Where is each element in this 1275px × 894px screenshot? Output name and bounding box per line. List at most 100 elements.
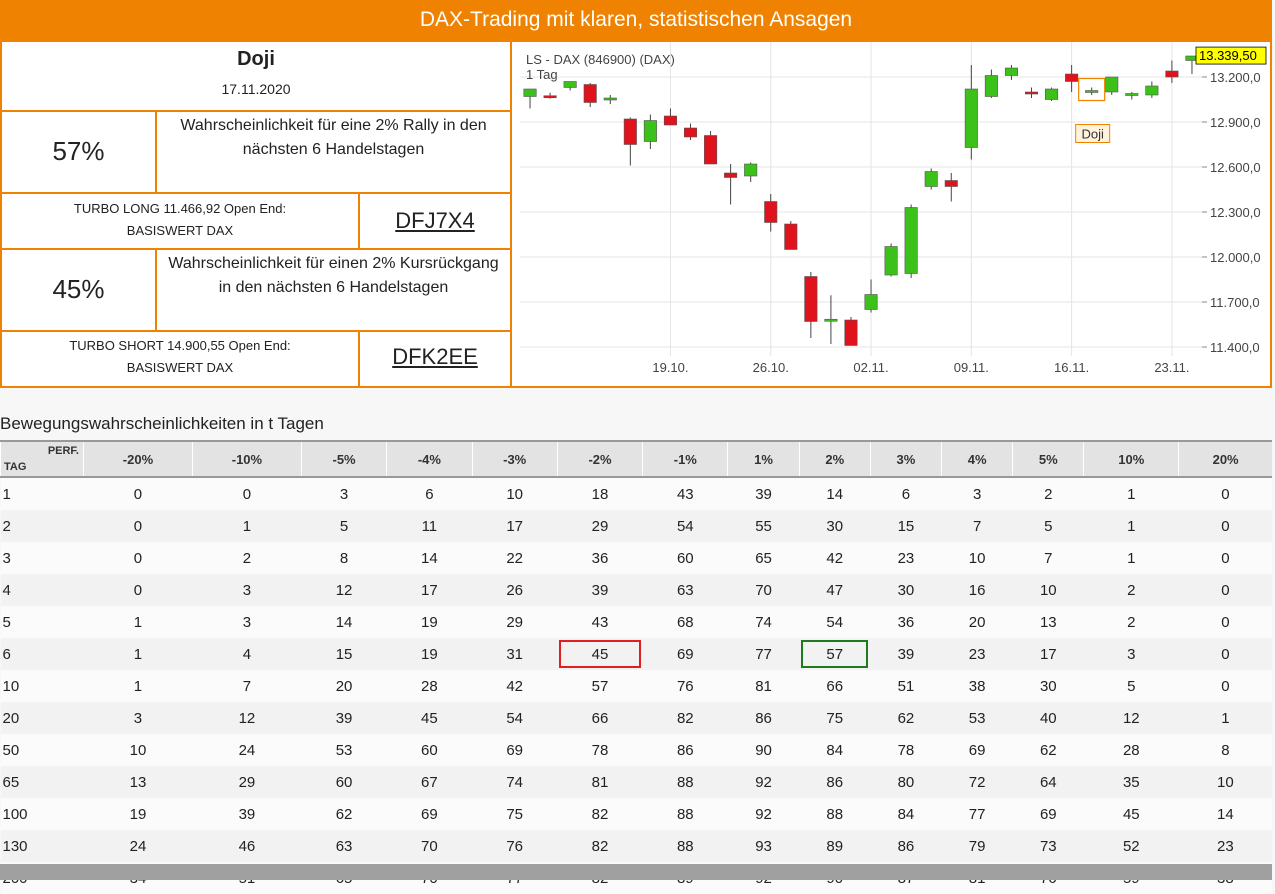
table-cell: 75 <box>826 709 844 727</box>
table-cell: 45 <box>421 709 438 727</box>
table-cell: 1 <box>1221 709 1230 727</box>
table-cell: 6 <box>425 485 434 503</box>
table-cell: 84 <box>897 805 915 823</box>
table-cell: 3 <box>339 485 349 503</box>
table-cell: 54 <box>506 709 524 727</box>
table-cell: 88 <box>676 773 694 791</box>
row-tag: 10 <box>2 677 20 695</box>
table-cell: 14 <box>335 613 353 631</box>
horizontal-scrollbar[interactable] <box>0 864 1272 880</box>
table-cell: 88 <box>676 805 694 823</box>
column-header: -5% <box>300 440 387 478</box>
last-price-tag <box>1195 46 1267 65</box>
table-cell: 2 <box>1127 613 1136 631</box>
table-cell: 57 <box>591 677 609 695</box>
table-row: 4 0 3 12 17 26 39 63 70 47 30 16 10 2 0 <box>0 574 1272 606</box>
y-tick-label: 13.200,0 <box>1210 70 1261 85</box>
turbo-short-code-link[interactable]: DFK2EE <box>392 344 478 369</box>
table-cell: 13 <box>1039 613 1057 631</box>
table-cell: 65 <box>755 549 772 567</box>
table-cell: 67 <box>421 773 438 791</box>
table-row: 10 1 7 20 28 42 57 76 81 66 51 38 30 5 0 <box>0 670 1272 702</box>
table-cell: 81 <box>755 677 772 695</box>
candle-body <box>1145 85 1159 96</box>
candle-body <box>663 115 677 126</box>
table-cell: 1 <box>1127 549 1136 567</box>
table-row: 20 3 12 39 45 54 66 82 86 75 62 53 40 12 1 <box>0 702 1272 734</box>
table-cell: 0 <box>242 485 252 503</box>
table-cell: 42 <box>826 549 844 567</box>
y-tick-label: 11.400,0 <box>1210 340 1260 355</box>
candle-body <box>964 88 978 148</box>
table-cell: 10 <box>1039 581 1057 599</box>
candle-body <box>764 201 778 223</box>
candle-body <box>603 97 617 101</box>
doji-label: Doji <box>1081 127 1104 142</box>
table-cell: 29 <box>238 773 256 791</box>
y-tick-label: 12.300,0 <box>1210 205 1261 220</box>
candle-body <box>1024 91 1039 95</box>
table-cell: 8 <box>339 549 349 567</box>
table-row: 100 19 39 62 69 75 82 88 92 88 84 77 69 45 14 <box>0 798 1272 830</box>
candle-body <box>904 207 918 274</box>
table-cell: 7 <box>242 677 252 695</box>
table-cell: 43 <box>591 613 609 631</box>
table-cell: 90 <box>755 741 772 759</box>
candle-body <box>704 135 718 165</box>
table-cell: 12 <box>1122 709 1140 727</box>
table-cell: 53 <box>968 709 986 727</box>
table-row: 65 13 29 60 67 74 81 88 92 86 80 72 64 35 10 <box>0 766 1272 798</box>
table-cell: 57 <box>799 638 870 670</box>
decline-text-line2: in den nächsten 6 Handelstagen <box>218 279 449 296</box>
candle-body <box>1004 67 1018 76</box>
doji-label-box <box>1075 124 1111 143</box>
row-tag: 65 <box>2 773 20 791</box>
table-cell: 0 <box>1221 549 1230 567</box>
table-cell: 3 <box>133 709 143 727</box>
table-cell: 19 <box>421 645 438 663</box>
table-cell: 55 <box>755 517 772 535</box>
table-cell: 86 <box>897 837 915 855</box>
table-cell: 88 <box>676 837 694 855</box>
table-cell: 3 <box>242 613 252 631</box>
table-cell: 14 <box>421 549 438 567</box>
table-cell: 77 <box>968 805 986 823</box>
x-tick-label: 16.11. <box>1054 360 1089 375</box>
candle-body <box>984 75 998 97</box>
turbo-short-line2: BASISWERT DAX <box>126 360 234 375</box>
table-cell: 63 <box>335 837 353 855</box>
row-tag: 20 <box>2 709 20 727</box>
table-cell: 74 <box>506 773 524 791</box>
table-cell: 10 <box>129 741 147 759</box>
table-cell: 43 <box>676 485 694 503</box>
table-cell: 78 <box>897 741 915 759</box>
row-tag: 2 <box>2 517 11 535</box>
table-cell: 3 <box>972 485 982 503</box>
table-cell: 11 <box>421 517 438 535</box>
table-cell: 82 <box>591 837 609 855</box>
table-cell: 1 <box>1127 517 1136 535</box>
table-cell: 60 <box>335 773 353 791</box>
table-cell: 1 <box>133 645 143 663</box>
table-cell: 69 <box>421 805 438 823</box>
corner-perf-label: PERF. <box>47 445 79 457</box>
table-cell: 2 <box>1127 581 1136 599</box>
table-cell: 17 <box>1039 645 1057 663</box>
table-cell: 40 <box>1039 709 1057 727</box>
column-header: 4% <box>941 440 1013 478</box>
table-cell: 7 <box>972 517 982 535</box>
table-cell: 45 <box>557 638 642 670</box>
x-tick-label: 02.11. <box>853 360 888 375</box>
column-header: 1% <box>727 440 800 478</box>
table-row: 6 1 4 15 19 31 45 69 77 57 39 23 17 3 0 <box>0 638 1272 670</box>
table-cell: 5 <box>339 517 349 535</box>
table-cell: 68 <box>676 613 694 631</box>
table-cell: 2 <box>242 549 252 567</box>
table-cell: 23 <box>897 549 915 567</box>
table-cell: 10 <box>506 485 524 503</box>
table-cell: 5 <box>1044 517 1053 535</box>
row-tag: 6 <box>2 645 11 663</box>
table-cell: 64 <box>1039 773 1057 791</box>
turbo-long-code-link[interactable]: DFJ7X4 <box>395 208 475 233</box>
table-cell: 36 <box>591 549 609 567</box>
